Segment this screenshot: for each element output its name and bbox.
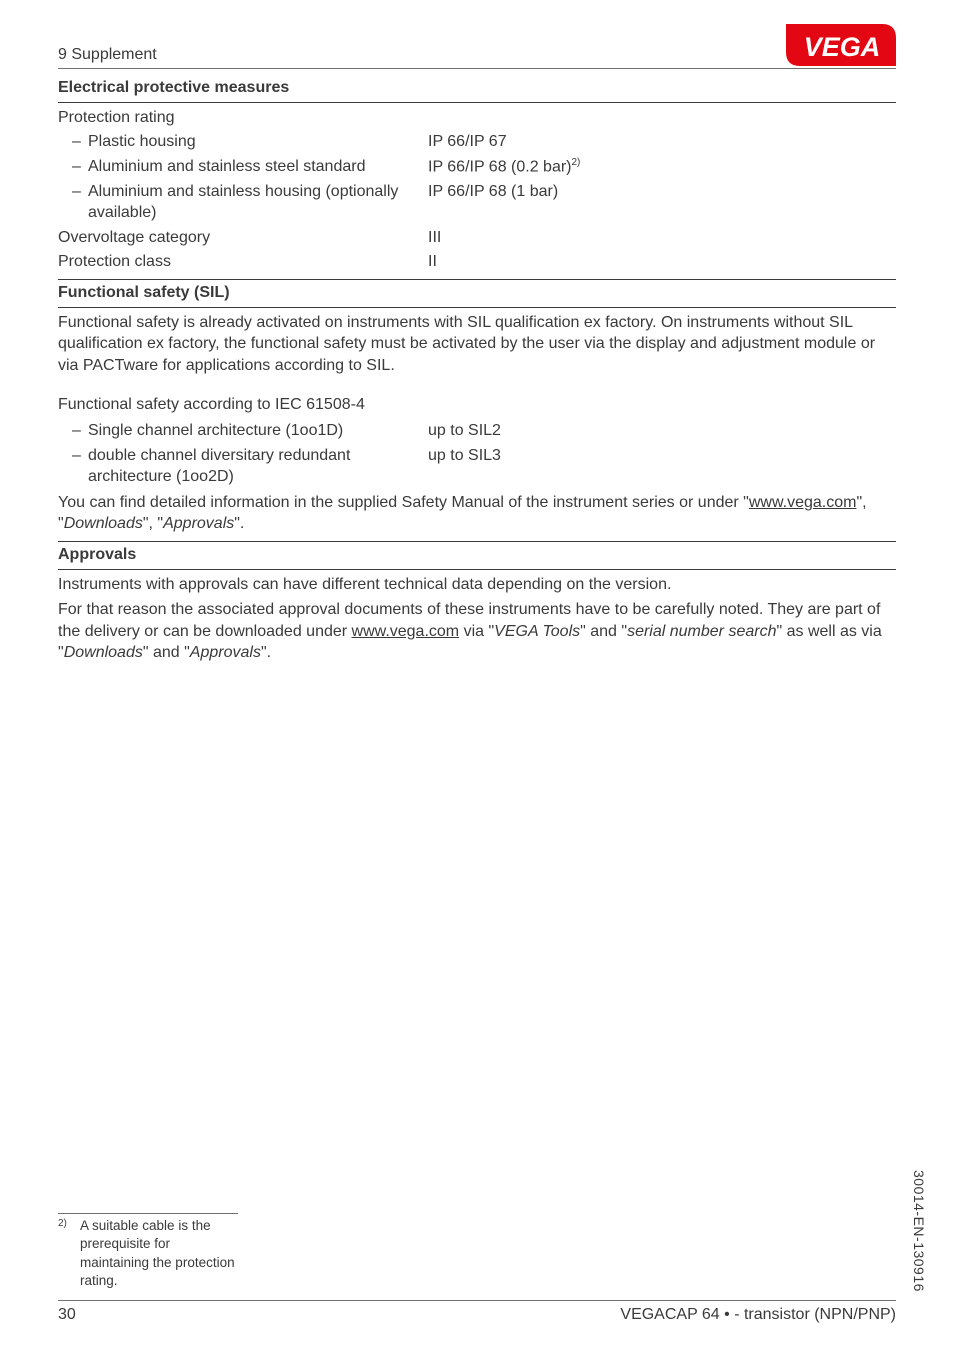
spec-label: Aluminium and stainless housing (optiona… <box>88 181 418 224</box>
spec-value: IP 66/IP 68 (1 bar) <box>428 181 896 203</box>
text-fragment: ", " <box>143 515 163 532</box>
spec-row: Protection class II <box>58 251 896 273</box>
dash-icon: – <box>72 156 88 178</box>
spec-value: IP 66/IP 67 <box>428 131 896 153</box>
sil-paragraph-2: You can find detailed information in the… <box>58 492 896 535</box>
page-footer: 30 VEGACAP 64 • - transistor (NPN/PNP) <box>58 1300 896 1326</box>
dash-icon: – <box>72 131 88 153</box>
spec-label: double channel diversitary redundant arc… <box>88 445 418 488</box>
text-fragment: ". <box>234 515 244 532</box>
spec-row: –Aluminium and stainless housing (option… <box>58 181 896 224</box>
footnote: 2) A suitable cable is the prerequisite … <box>58 1213 238 1290</box>
page-header: 9 Supplement VEGA <box>58 24 896 69</box>
svg-text:VEGA: VEGA <box>804 32 881 62</box>
spec-label: Overvoltage category <box>58 227 428 249</box>
text-fragment: " and " <box>580 623 627 640</box>
spec-value: II <box>428 251 896 273</box>
section-heading-sil: Functional safety (SIL) <box>58 279 896 308</box>
dash-icon: – <box>72 445 88 467</box>
section-heading-electrical: Electrical protective measures <box>58 77 896 103</box>
sil-paragraph-1: Functional safety is already activated o… <box>58 312 896 377</box>
vega-logo: VEGA <box>786 24 896 66</box>
electrical-subhead: Protection rating <box>58 107 896 129</box>
spec-row: Overvoltage category III <box>58 227 896 249</box>
text-fragment: " and " <box>143 644 190 661</box>
dash-icon: – <box>72 420 88 442</box>
spec-value-sup: 2) <box>572 157 581 168</box>
spec-row: –Aluminium and stainless steel standard … <box>58 156 896 178</box>
dash-icon: – <box>72 181 88 203</box>
approvals-paragraph-1: Instruments with approvals can have diff… <box>58 574 896 596</box>
spec-label: Single channel architecture (1oo1D) <box>88 420 418 442</box>
spec-value: up to SIL2 <box>428 420 896 442</box>
text-fragment: Downloads <box>64 644 143 661</box>
footer-page-number: 30 <box>58 1304 76 1326</box>
text-fragment: VEGA Tools <box>494 623 580 640</box>
text-fragment: via " <box>459 623 494 640</box>
footnote-text: A suitable cable is the prerequisite for… <box>76 1217 238 1290</box>
text-fragment: You can find detailed information in the… <box>58 494 749 511</box>
footer-product: VEGACAP 64 • - transistor (NPN/PNP) <box>620 1304 896 1326</box>
side-doc-id: 30014-EN-130916 <box>909 1170 928 1292</box>
spec-row: –Single channel architecture (1oo1D) up … <box>58 420 896 442</box>
text-fragment: ". <box>261 644 271 661</box>
vega-link[interactable]: www.vega.com <box>352 623 460 640</box>
text-fragment: Approvals <box>163 515 234 532</box>
text-fragment: Downloads <box>64 515 143 532</box>
header-section-label: 9 Supplement <box>58 44 157 66</box>
spec-value-text: IP 66/IP 68 (0.2 bar) <box>428 158 572 175</box>
section-heading-approvals: Approvals <box>58 541 896 570</box>
spec-row: –Plastic housing IP 66/IP 67 <box>58 131 896 153</box>
spec-row: –double channel diversitary redundant ar… <box>58 445 896 488</box>
text-fragment: serial number search <box>627 623 776 640</box>
spec-label: Aluminium and stainless steel standard <box>88 156 418 178</box>
spec-value: up to SIL3 <box>428 445 896 467</box>
spec-value: III <box>428 227 896 249</box>
footnote-number: 2) <box>58 1217 76 1290</box>
vega-link[interactable]: www.vega.com <box>749 494 857 511</box>
approvals-paragraph-2: For that reason the associated approval … <box>58 599 896 664</box>
spec-value: IP 66/IP 68 (0.2 bar)2) <box>428 156 896 178</box>
spec-label: Protection class <box>58 251 428 273</box>
text-fragment: Approvals <box>190 644 261 661</box>
spec-label: Plastic housing <box>88 131 418 153</box>
sil-subhead: Functional safety according to IEC 61508… <box>58 394 896 416</box>
